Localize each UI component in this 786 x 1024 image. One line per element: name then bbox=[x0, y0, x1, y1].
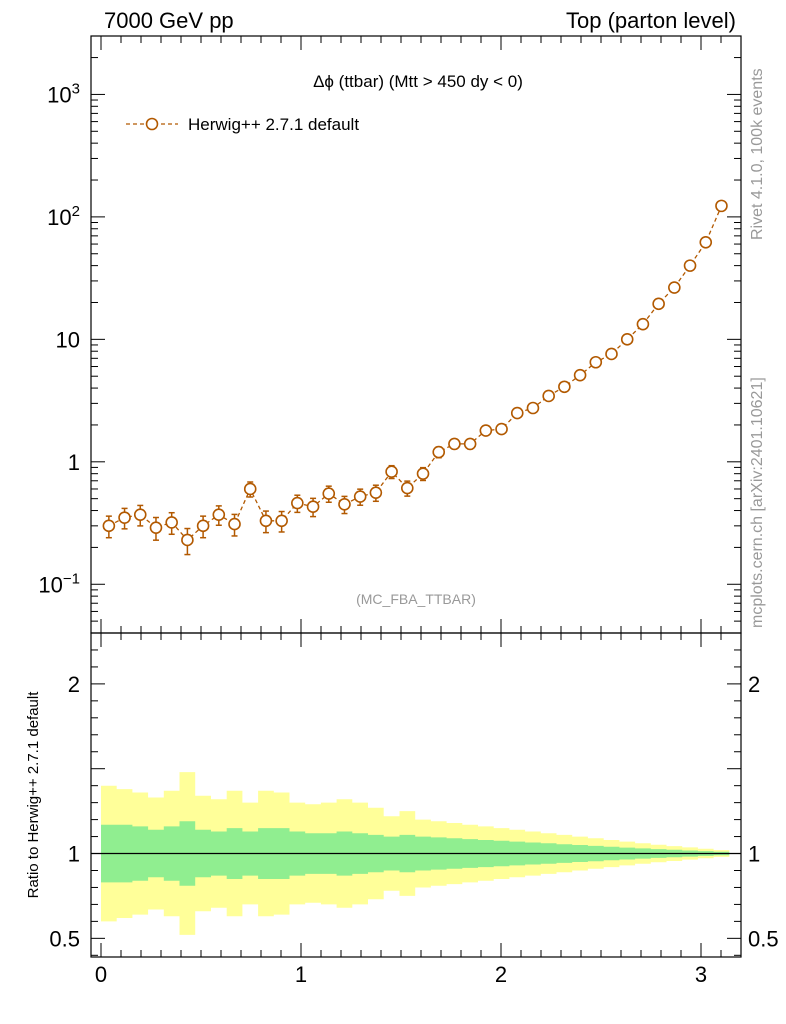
data-point bbox=[558, 380, 571, 394]
data-point bbox=[259, 514, 273, 528]
data-point bbox=[133, 508, 147, 521]
data-point bbox=[495, 422, 508, 436]
ratio-y-tick-label-left: 0.5 bbox=[49, 926, 80, 951]
data-point bbox=[196, 519, 210, 533]
ratio-panel: 0.5 0.5 1 1 2 2 0 1 2 3 Ratio to Herwig++ 2.7.1 d… bbox=[25, 632, 779, 987]
x-tick-label: 1 bbox=[295, 962, 307, 987]
data-point bbox=[510, 406, 524, 420]
data-point bbox=[212, 508, 226, 521]
data-point bbox=[605, 347, 618, 361]
x-tick-label: 3 bbox=[695, 962, 707, 987]
data-point bbox=[400, 481, 414, 495]
ratio-ylabel: Ratio to Herwig++ 2.7.1 default bbox=[25, 691, 42, 899]
rivet-label: Rivet 4.1.0, 100k events bbox=[749, 68, 766, 240]
data-point bbox=[102, 519, 116, 533]
data-point bbox=[306, 500, 320, 513]
data-point bbox=[416, 467, 430, 480]
data-point bbox=[589, 355, 603, 369]
data-point bbox=[275, 514, 288, 528]
data-point bbox=[149, 521, 163, 534]
data-point bbox=[668, 281, 681, 294]
analysis-annotation: (MC_FBA_TTBAR) bbox=[356, 591, 476, 607]
header-right: Top (parton level) bbox=[566, 8, 736, 33]
data-point bbox=[683, 259, 697, 272]
data-point bbox=[181, 533, 194, 547]
series-line bbox=[108, 205, 723, 541]
data-point bbox=[526, 401, 540, 415]
data-point bbox=[369, 486, 383, 499]
data-point bbox=[715, 199, 728, 213]
legend-marker bbox=[145, 117, 159, 131]
data-point bbox=[573, 368, 587, 382]
data-point bbox=[636, 317, 650, 331]
data-point bbox=[479, 424, 493, 437]
data-point bbox=[338, 497, 351, 511]
ratio-frame bbox=[90, 632, 742, 958]
main-y-tick-label: 103 bbox=[47, 80, 80, 107]
x-tick-label: 0 bbox=[95, 962, 107, 987]
data-point bbox=[652, 297, 665, 311]
data-point bbox=[448, 437, 461, 451]
data-point bbox=[699, 236, 713, 249]
data-point bbox=[463, 437, 477, 451]
mcplots-label: mcplots.cern.ch [arXiv:2401.10621] bbox=[749, 377, 766, 628]
data-point bbox=[243, 482, 257, 496]
main-axis-ticks bbox=[91, 35, 742, 634]
data-point bbox=[291, 496, 304, 510]
ratio-y-tick-label-left: 1 bbox=[68, 842, 80, 867]
ratio-y-tick-label-left: 2 bbox=[68, 672, 80, 697]
data-point bbox=[228, 517, 241, 531]
main-series bbox=[102, 199, 728, 556]
main-y-tick-label: 10 bbox=[56, 327, 80, 352]
main-y-tick-label: 1 bbox=[68, 450, 80, 475]
data-point bbox=[118, 511, 131, 524]
data-point bbox=[353, 490, 367, 503]
ratio-y-tick-label-right: 2 bbox=[748, 672, 760, 697]
ratio-tick-labels: 0.5 0.5 1 1 2 2 0 1 2 3 bbox=[49, 672, 778, 987]
ratio-axis-ticks bbox=[91, 632, 742, 957]
data-point bbox=[165, 516, 178, 529]
data-point bbox=[322, 487, 336, 500]
header-left: 7000 GeV pp bbox=[104, 8, 234, 33]
data-point bbox=[620, 333, 634, 346]
main-y-tick-labels: 10−1 1 10 102 103 bbox=[38, 80, 80, 597]
data-point bbox=[542, 389, 555, 403]
chart-title: Δϕ (ttbar) (Mtt > 450 dy < 0) bbox=[313, 72, 523, 91]
ratio-y-tick-label-right: 1 bbox=[748, 842, 760, 867]
main-panel: 10−1 1 10 102 103 Δϕ (ttbar) (Mtt > 450 dy <… bbox=[38, 35, 742, 634]
data-point bbox=[432, 445, 446, 459]
ratio-y-tick-label-right: 0.5 bbox=[748, 926, 779, 951]
legend-label: Herwig++ 2.7.1 default bbox=[188, 115, 359, 134]
legend: Herwig++ 2.7.1 default bbox=[126, 115, 359, 134]
data-point bbox=[385, 465, 398, 479]
main-y-tick-label: 10−1 bbox=[38, 570, 80, 597]
x-tick-label: 2 bbox=[495, 962, 507, 987]
main-y-tick-label: 102 bbox=[47, 203, 80, 230]
